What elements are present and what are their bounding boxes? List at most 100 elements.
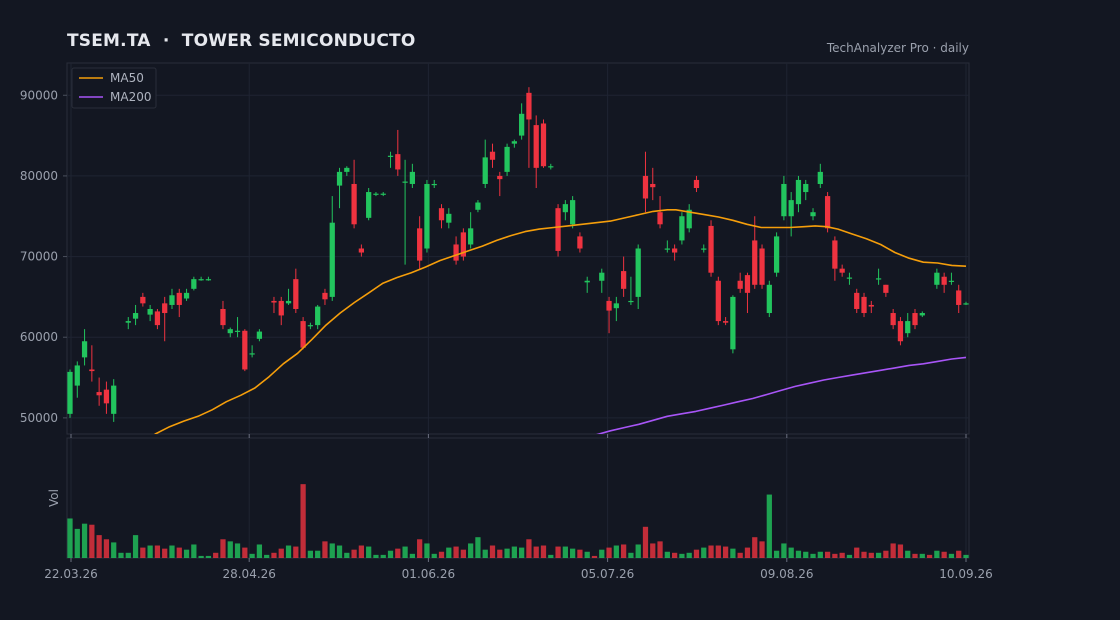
volume-bar (759, 541, 765, 558)
volume-bar (730, 548, 736, 558)
volume-bar (606, 547, 612, 558)
candle-body (351, 183, 357, 225)
candle-body (671, 248, 678, 253)
candle-body (744, 275, 751, 293)
volume-bar (562, 546, 568, 558)
volume-bar (315, 550, 321, 558)
candle-body (96, 392, 102, 396)
volume-bar (191, 544, 197, 558)
volume-bar (249, 553, 255, 558)
volume-bar (453, 546, 459, 558)
volume-bar (154, 545, 161, 558)
volume-bar (737, 552, 743, 558)
candle-body (533, 125, 539, 168)
price-tick-label: 90000 (20, 88, 58, 102)
candle-body (570, 200, 576, 225)
candle-body (912, 313, 918, 326)
price-axis: 50000 60000 70000 80000 90000 (20, 88, 67, 425)
date-tick-label: 22.03.26 (44, 567, 97, 581)
candle-body (722, 321, 729, 323)
volume-bar (875, 552, 882, 558)
volume-bar (198, 555, 204, 558)
candle-body (220, 308, 226, 326)
volume-bar (234, 543, 241, 558)
candle-body (606, 300, 612, 311)
volume-bar (621, 544, 627, 558)
candle-body (628, 300, 634, 303)
volume-bar (132, 535, 139, 558)
candle-body (519, 113, 525, 136)
volume-bar (285, 545, 292, 558)
candle-body (176, 292, 182, 305)
candle-body (111, 385, 117, 414)
volume-bar (781, 543, 787, 558)
candle-body (708, 225, 714, 273)
price-panel (66, 62, 970, 435)
candle-body (285, 300, 292, 304)
candle-body (453, 244, 459, 261)
volume-bar (307, 550, 314, 558)
candle-body (621, 271, 627, 289)
candle-body (162, 303, 168, 314)
candle-body (307, 325, 314, 327)
candle-body (526, 92, 532, 120)
candle-body (657, 212, 663, 225)
candle-body (293, 279, 299, 309)
candle-body (766, 284, 772, 314)
volume-bar (489, 545, 496, 558)
candle-body (227, 329, 233, 334)
volume-bar (839, 552, 845, 558)
grid-lines (67, 63, 969, 558)
candle-body (234, 330, 241, 332)
date-tick-label: 05.07.26 (581, 567, 634, 581)
volume-bar (948, 553, 955, 558)
volume-bar (686, 552, 692, 558)
volume-bar (96, 535, 102, 558)
candle-body (460, 232, 466, 257)
candle-body (839, 268, 845, 273)
volume-bar (176, 547, 182, 558)
volume-axis-label: Vol (47, 489, 61, 507)
volume-bar (548, 554, 554, 558)
candle-body (431, 183, 437, 186)
candle-body (562, 204, 568, 213)
candle-body (803, 183, 809, 193)
volume-bar (519, 547, 525, 558)
volume-bar (409, 553, 415, 558)
date-tick-label: 10.09.26 (939, 567, 992, 581)
price-tick-label: 70000 (20, 250, 58, 264)
volume-bar (504, 548, 510, 558)
candle-body (271, 300, 277, 303)
candle-body (919, 313, 925, 316)
legend-ma50-label: MA50 (110, 71, 144, 85)
candle-body (905, 321, 911, 334)
volume-bar (446, 547, 452, 558)
volume-bar (744, 547, 751, 558)
volume-bar (926, 554, 933, 558)
volume-bar (824, 551, 831, 558)
candle-body (74, 365, 80, 386)
candle-body (366, 192, 372, 218)
volume-bar (817, 551, 823, 558)
volume-bar (883, 550, 889, 558)
candle-body (315, 306, 321, 326)
candle-body (715, 280, 721, 322)
volume-bar (140, 547, 146, 558)
volume-bar (664, 551, 670, 558)
candle-body (387, 155, 394, 157)
price-tick-label: 60000 (20, 330, 58, 344)
volume-bar (103, 539, 110, 558)
price-tick-label: 80000 (20, 169, 58, 183)
volume-bar (650, 543, 656, 558)
date-axis: 22.03.26 28.04.26 01.06.26 05.07.26 09.08.26… (44, 434, 993, 581)
candle-body (89, 369, 95, 372)
candle-body (781, 183, 787, 217)
date-tick-label: 01.06.26 (402, 567, 455, 581)
candle-body (497, 175, 503, 180)
volume-bar (941, 551, 947, 558)
volume-bar (118, 552, 124, 558)
volume-bar (111, 542, 117, 558)
volume-bar (358, 545, 365, 558)
candle-body (701, 248, 707, 250)
